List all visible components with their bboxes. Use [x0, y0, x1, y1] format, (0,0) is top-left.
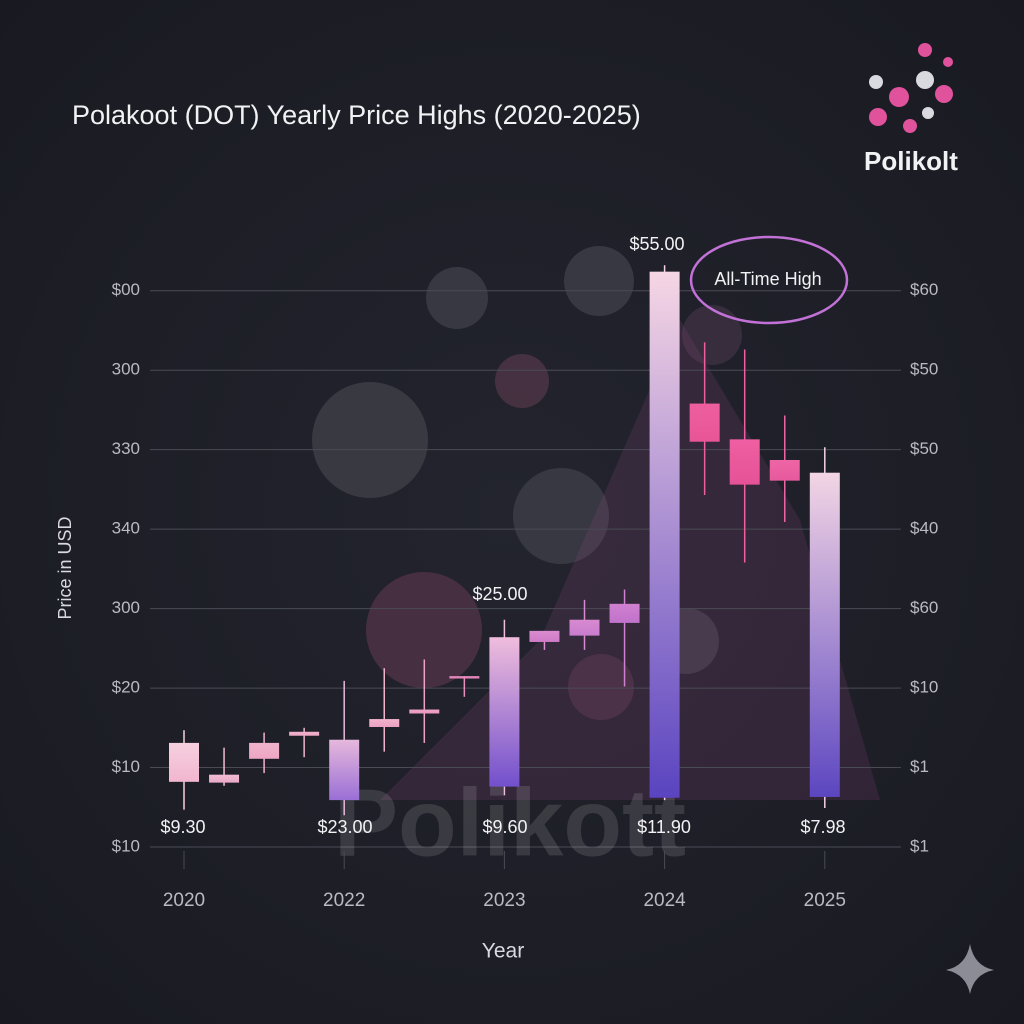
y-tick-label: $20 — [112, 678, 140, 697]
x-axis-label: Year — [482, 940, 524, 963]
candle-body — [769, 459, 800, 481]
y2-tick-label: $40 — [910, 519, 938, 538]
x-tick-label: 2020 — [163, 890, 205, 911]
annotation: $11.90 — [637, 817, 691, 837]
candle-body — [449, 676, 480, 679]
y2-tick-label: $60 — [910, 598, 938, 617]
candle-body — [169, 742, 199, 782]
y2-tick-label: $60 — [910, 280, 938, 299]
x-tick-label: 2023 — [483, 890, 525, 911]
y2-tick-label: $1 — [910, 836, 929, 855]
y-axis-label: Price in USD — [55, 516, 75, 619]
callout: All-Time High — [714, 269, 821, 289]
x-tick-label: 2022 — [323, 890, 365, 911]
y2-tick-label: $50 — [910, 439, 938, 458]
annotation: $9.60 — [482, 817, 527, 837]
brand: Polikolt — [864, 146, 958, 176]
y-tick-label: 340 — [112, 519, 140, 538]
candle-body — [369, 719, 400, 728]
y2-tick-label: $10 — [910, 678, 938, 697]
decoration — [312, 246, 880, 800]
candle-body — [809, 472, 840, 797]
annotation: $7.98 — [800, 817, 845, 837]
candle-body — [209, 774, 240, 783]
y2-tick-label: $50 — [910, 360, 938, 379]
annotation: $25.00 — [472, 584, 527, 604]
x-tick-label: 2024 — [643, 890, 686, 911]
y-tick-label: $10 — [112, 757, 140, 776]
candle-body — [569, 619, 600, 636]
candle-body — [489, 637, 520, 787]
candle-body — [729, 439, 760, 485]
candle-body — [249, 742, 280, 759]
y-tick-label: 300 — [112, 598, 140, 617]
y-tick-label: $10 — [112, 836, 140, 855]
y-tick-label: $00 — [112, 280, 140, 299]
sparkle-icon — [946, 944, 994, 994]
callout-ellipse — [689, 235, 849, 325]
chart-title: Polakoot (DOT) Yearly Price Highs (2020-… — [72, 100, 641, 130]
candle-body — [689, 403, 720, 442]
candle-body — [329, 739, 360, 801]
candle-body — [289, 731, 320, 736]
annotation: $23.00 — [317, 817, 372, 837]
annotation: $9.30 — [160, 817, 205, 837]
candle-body — [409, 709, 440, 714]
candle-body — [609, 603, 640, 623]
grid — [150, 290, 901, 848]
candle-body — [529, 630, 560, 642]
y-tick-label: 330 — [112, 439, 140, 458]
x-tick-label: 2025 — [804, 890, 846, 911]
logo — [869, 43, 953, 133]
y-tick-label: 300 — [112, 360, 140, 379]
watermark: Polikott — [334, 769, 686, 876]
candle-body — [649, 271, 680, 798]
y2-tick-label: $1 — [910, 757, 929, 776]
annotation: $55.00 — [629, 234, 684, 254]
